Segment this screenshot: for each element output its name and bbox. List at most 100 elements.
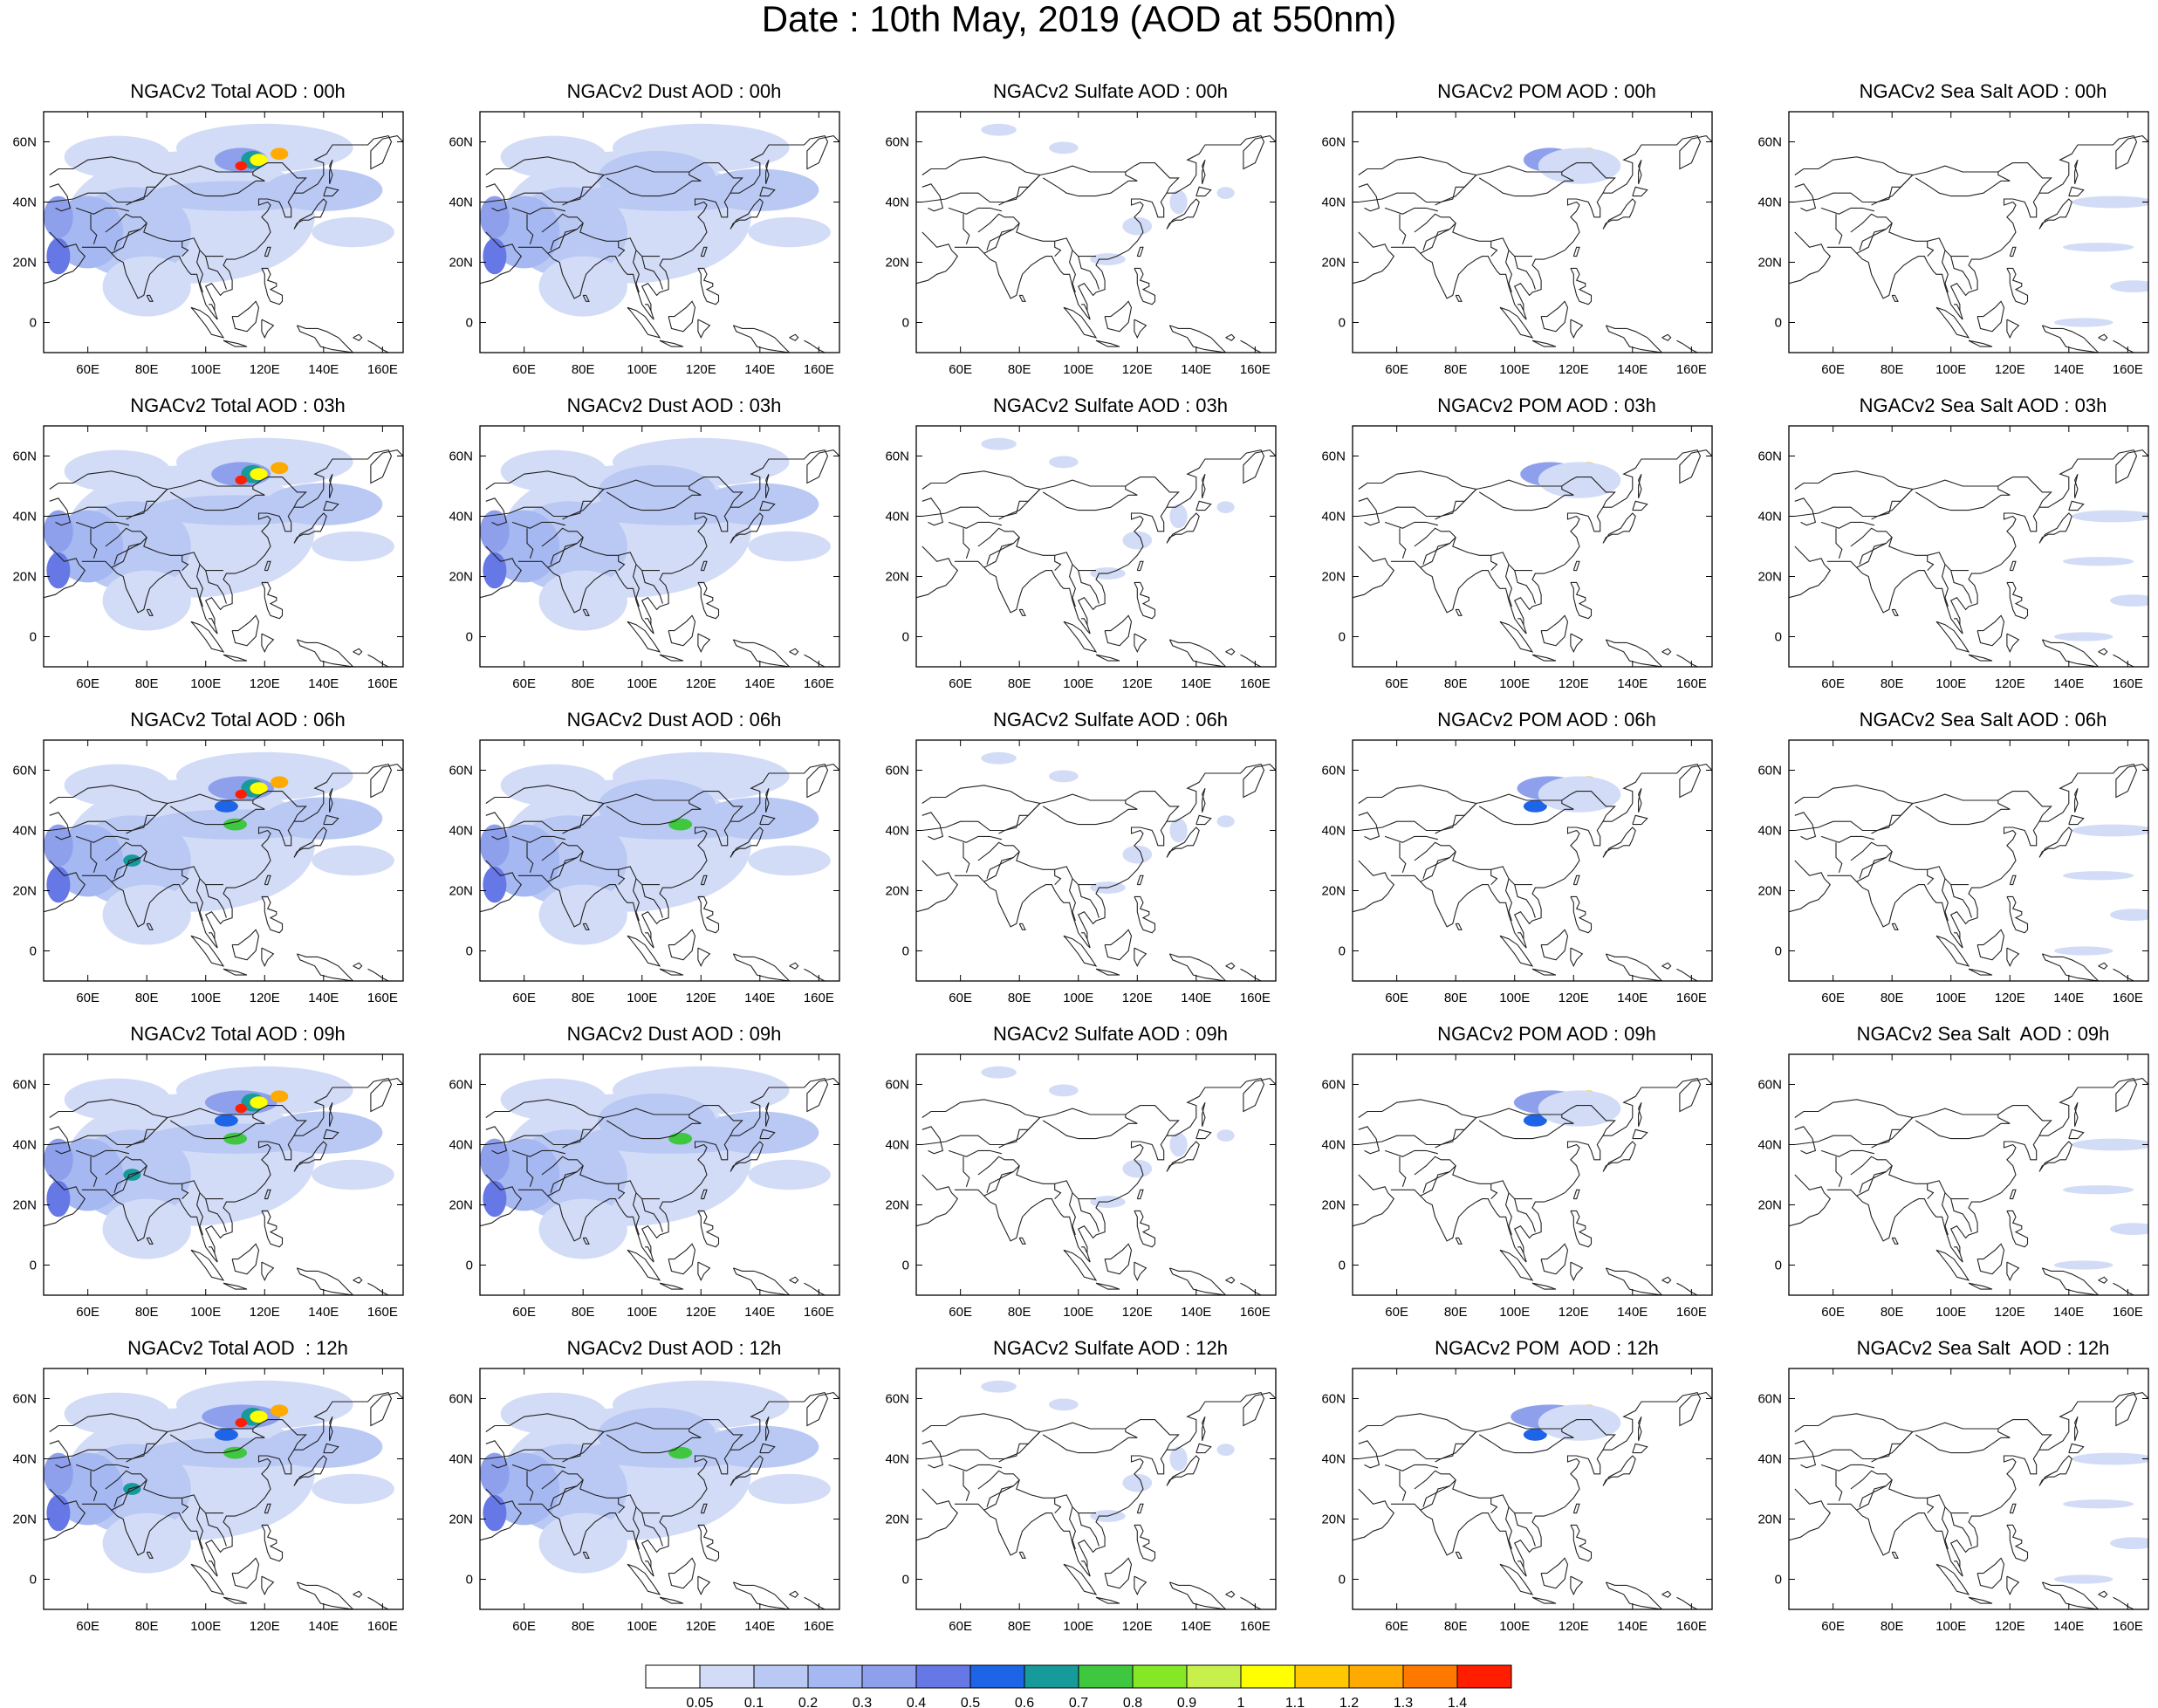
coastline: [1602, 1141, 1636, 1172]
coastline: [2006, 581, 2029, 620]
aod-plume: [981, 1066, 1017, 1079]
aod-plume: [46, 552, 71, 589]
lon-tick-label: 160E: [367, 362, 398, 377]
aod-plume: [668, 1446, 693, 1459]
colorbar-swatch: [1402, 1664, 1458, 1689]
coastline: [916, 231, 959, 285]
lon-tick-label: 120E: [1995, 362, 2025, 377]
aod-plume: [2072, 1138, 2148, 1151]
lon-tick-label: 80E: [572, 1305, 595, 1320]
coastline: [105, 527, 147, 565]
lon-tick-label: 160E: [1240, 991, 1271, 1005]
coastline: [2009, 875, 2017, 886]
colorbar-swatch: [861, 1664, 917, 1689]
aod-plume: [538, 570, 627, 631]
coastline: [111, 1170, 141, 1197]
lat-tick-label: 60N: [449, 449, 473, 464]
coastline: [1134, 267, 1156, 305]
colorbar-swatch: [1132, 1664, 1188, 1689]
coastline: [323, 814, 339, 826]
lat-tick-label: 20N: [12, 884, 37, 899]
coastline: [209, 304, 216, 311]
coastline: [1661, 648, 1672, 655]
coastline: [582, 923, 590, 930]
coastline: [1414, 213, 1456, 250]
coastline: [49, 1440, 72, 1469]
aod-plume: [500, 764, 607, 806]
panel-title: NGACv2 Dust AOD : 12h: [566, 1337, 782, 1359]
aod-plume: [1122, 1473, 1153, 1492]
map-panel: NGACv2 Dust AOD : 06h 60E 80E 100E 120E 140E 1…: [449, 709, 868, 1023]
lat-tick-label: 40N: [1757, 510, 1782, 525]
coastline: [998, 803, 1041, 834]
coastline: [1353, 1488, 1395, 1541]
lon-tick-label: 140E: [744, 1619, 775, 1634]
lon-tick-label: 160E: [2113, 1305, 2143, 1320]
lat-tick-label: 0: [1775, 1573, 1782, 1588]
coastline: [264, 1189, 271, 1200]
coastline: [182, 1498, 189, 1513]
coastline: [633, 250, 640, 293]
coastline: [1452, 1165, 1532, 1200]
coastline: [143, 1165, 223, 1200]
coastline: [603, 1105, 743, 1136]
lat-tick-label: 40N: [449, 1452, 473, 1467]
coastline: [1570, 581, 1593, 620]
coastline: [1572, 560, 1580, 572]
coastline: [167, 1419, 307, 1451]
coastline: [2098, 648, 2108, 655]
lat-tick-label: 0: [30, 1259, 37, 1273]
lat-tick-label: 0: [902, 1259, 909, 1273]
lat-tick-label: 40N: [1321, 1138, 1346, 1153]
lon-tick-label: 160E: [1240, 1619, 1271, 1634]
lat-tick-label: 20N: [885, 570, 909, 585]
coastline: [261, 633, 275, 654]
coastline: [75, 1149, 130, 1157]
coastline: [480, 231, 523, 285]
coastline: [2068, 186, 2085, 197]
coastline: [296, 639, 354, 667]
coastline: [1789, 545, 1832, 599]
coastline: [1661, 1276, 1672, 1284]
aod-plume: [250, 1096, 268, 1109]
lon-tick-label: 120E: [1122, 1305, 1153, 1320]
coastline: [2074, 1101, 2079, 1127]
coastline: [1826, 134, 2148, 320]
map-panel: NGACv2 Sulfate AOD : 00h 60E 80E 100E 120E 14…: [885, 80, 1305, 394]
lat-tick-label: 0: [1339, 1573, 1346, 1588]
aod-plume: [598, 1407, 716, 1462]
coastline: [1499, 1563, 1534, 1595]
aod-plume: [981, 437, 1017, 450]
coastline: [329, 787, 333, 813]
coastline: [1912, 1419, 2052, 1451]
aod-plume: [2110, 1223, 2148, 1235]
lon-tick-label: 80E: [1881, 1619, 1904, 1634]
lon-tick-label: 80E: [1008, 362, 1031, 377]
aod-plume: [1048, 141, 1079, 154]
panel-title: NGACv2 Dust AOD : 09h: [566, 1023, 782, 1045]
aod-plume: [1048, 1398, 1079, 1411]
map-panel: NGACv2 POM AOD : 06h 60E 80E 100E 120E 140E 16…: [1321, 709, 1741, 1023]
coastline: [517, 1077, 839, 1263]
lon-tick-label: 160E: [2113, 1619, 2143, 1634]
coastline: [1390, 449, 1712, 634]
lat-tick-label: 60N: [1757, 449, 1782, 464]
lon-tick-label: 60E: [1385, 1305, 1408, 1320]
coastline: [1104, 929, 1133, 961]
coastline: [2074, 1416, 2079, 1441]
aod-plume: [271, 462, 289, 475]
coastline: [1104, 300, 1133, 333]
aod-plume: [483, 1180, 507, 1218]
coastline: [1078, 1513, 1100, 1547]
lon-tick-label: 120E: [686, 362, 716, 377]
coastline: [697, 319, 711, 340]
coastline: [90, 214, 98, 244]
coastline: [1638, 787, 1642, 813]
lon-tick-label: 100E: [190, 362, 221, 377]
map-frame: 60E 80E 100E 120E 140E 160E 60N 40N 20N 0: [12, 111, 404, 377]
coastline: [1638, 159, 1642, 184]
coastline: [2098, 1590, 2108, 1598]
lon-tick-label: 60E: [949, 1619, 972, 1634]
coastline: [983, 856, 1014, 882]
map-frame: 60E 80E 100E 120E 140E 160E 60N 40N 20N 0: [12, 425, 404, 691]
